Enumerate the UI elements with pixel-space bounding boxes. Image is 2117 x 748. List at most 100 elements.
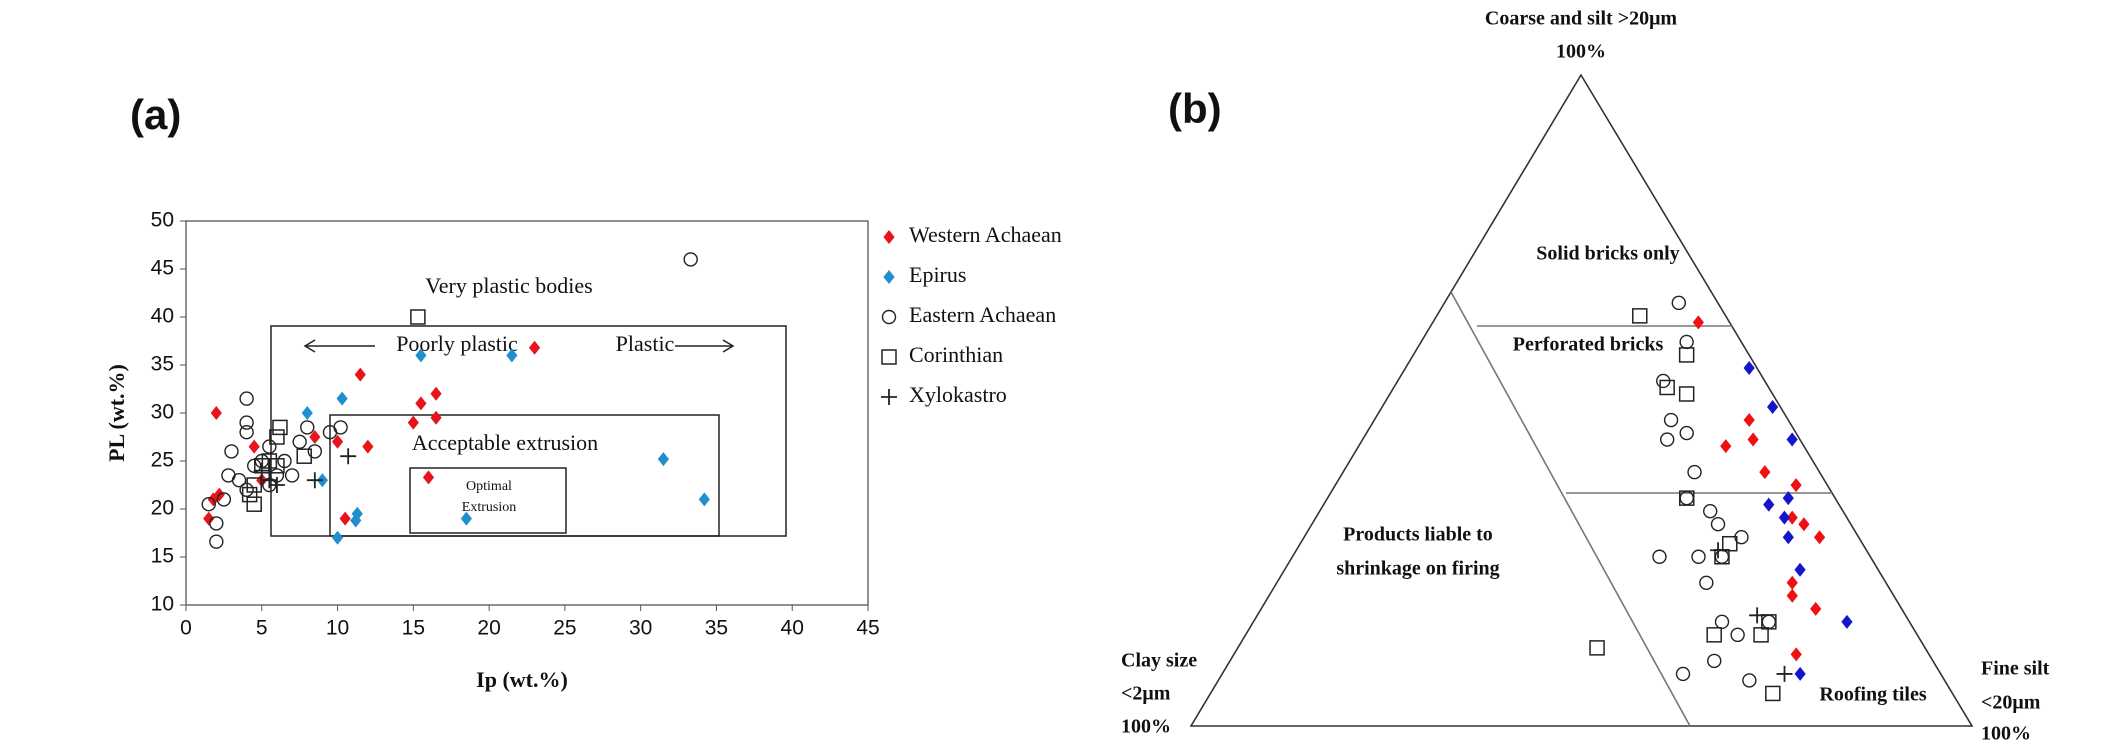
point — [1730, 627, 1745, 643]
x-axis-title: Ip (wt.%) — [476, 667, 568, 692]
point — [350, 513, 362, 528]
legend-marker — [883, 270, 895, 284]
point — [246, 477, 262, 493]
point — [246, 496, 262, 512]
point — [1678, 347, 1695, 363]
point — [248, 439, 260, 454]
apex-label: Fine silt — [1981, 658, 2050, 680]
point — [407, 415, 419, 430]
point — [1782, 491, 1794, 506]
point — [1632, 308, 1648, 324]
point — [1743, 413, 1755, 428]
point — [340, 448, 357, 465]
point — [430, 410, 442, 425]
point — [1761, 614, 1777, 630]
point — [209, 516, 224, 531]
y-axis-title: PL (wt.%) — [104, 364, 129, 462]
point — [430, 386, 442, 401]
legend-marker — [881, 309, 897, 325]
legend-label: Eastern Achaean — [909, 302, 1056, 327]
point — [331, 530, 344, 545]
point — [460, 511, 472, 526]
point — [698, 492, 710, 507]
annotation: Acceptable extrusion — [412, 430, 598, 455]
point — [1776, 665, 1793, 682]
point — [1761, 614, 1777, 630]
annotation: Poorly plastic — [396, 331, 518, 356]
y-tick-label: 10 — [151, 593, 174, 616]
point — [1778, 510, 1790, 525]
point — [300, 420, 315, 435]
point — [307, 444, 323, 459]
point — [1679, 490, 1695, 506]
point — [1798, 517, 1810, 532]
point — [292, 434, 307, 449]
point — [1790, 478, 1802, 493]
y-tick-label: 15 — [151, 545, 174, 568]
apex-label: Clay size — [1121, 650, 1197, 672]
ternary-layer — [1589, 295, 1853, 702]
point — [1759, 465, 1771, 480]
region-boxes — [270, 325, 787, 537]
x-tick-label: 10 — [326, 617, 349, 640]
point — [309, 430, 321, 444]
point — [410, 309, 426, 325]
x-tick-label: 15 — [402, 617, 425, 640]
point — [1810, 601, 1822, 616]
point — [1720, 439, 1732, 454]
y-tick-label: 20 — [151, 497, 174, 520]
x-tick-label: 30 — [629, 617, 652, 640]
annotation: Plastic — [616, 331, 675, 356]
x-tick-label: 35 — [705, 617, 728, 640]
point — [1678, 386, 1695, 402]
region-label: Perforated bricks — [1513, 334, 1664, 356]
scatter-layer: 0 5 10 15 20 25 30 35 40 45 10 15 20 25 30 35 40 45 50 West… — [151, 209, 1062, 640]
y-tick-label: 25 — [151, 449, 174, 472]
region-label: shrinkage on firing — [1336, 558, 1499, 580]
point — [241, 486, 258, 503]
point — [1710, 516, 1726, 532]
point — [1786, 575, 1798, 590]
point — [203, 511, 215, 526]
x-tick-label: 5 — [256, 617, 268, 640]
point — [201, 497, 216, 512]
point — [296, 448, 312, 464]
point — [333, 420, 348, 435]
point — [301, 406, 313, 420]
point — [1691, 549, 1706, 564]
point — [1767, 400, 1779, 415]
ternary-frame — [1189, 73, 1974, 727]
point — [253, 462, 270, 479]
legend-label: Corinthian — [909, 342, 1003, 367]
point — [415, 348, 427, 363]
point — [269, 429, 285, 445]
y-tick-label: 35 — [151, 353, 174, 376]
point — [224, 444, 239, 459]
legend-marker — [881, 389, 897, 405]
point — [1679, 425, 1694, 441]
region-label: Solid bricks only — [1536, 243, 1679, 265]
point — [1675, 666, 1691, 682]
point — [1749, 607, 1766, 624]
legend-marker — [881, 349, 897, 365]
point — [1743, 360, 1755, 375]
point — [331, 434, 344, 449]
point — [269, 458, 285, 474]
legend-label: Epirus — [909, 262, 966, 287]
point — [1786, 510, 1798, 525]
annotation: Extrusion — [462, 500, 516, 515]
point — [657, 452, 669, 467]
apex-label: <2μm — [1121, 683, 1171, 705]
point — [1841, 614, 1853, 629]
point — [1722, 535, 1738, 552]
y-tick-label: 40 — [151, 305, 174, 328]
point — [339, 511, 351, 526]
region-label: Products liable to — [1343, 524, 1493, 546]
point — [1714, 614, 1730, 630]
point — [1765, 685, 1781, 702]
point — [239, 415, 254, 430]
point — [351, 506, 363, 521]
point — [1763, 497, 1775, 512]
point — [1671, 295, 1687, 311]
